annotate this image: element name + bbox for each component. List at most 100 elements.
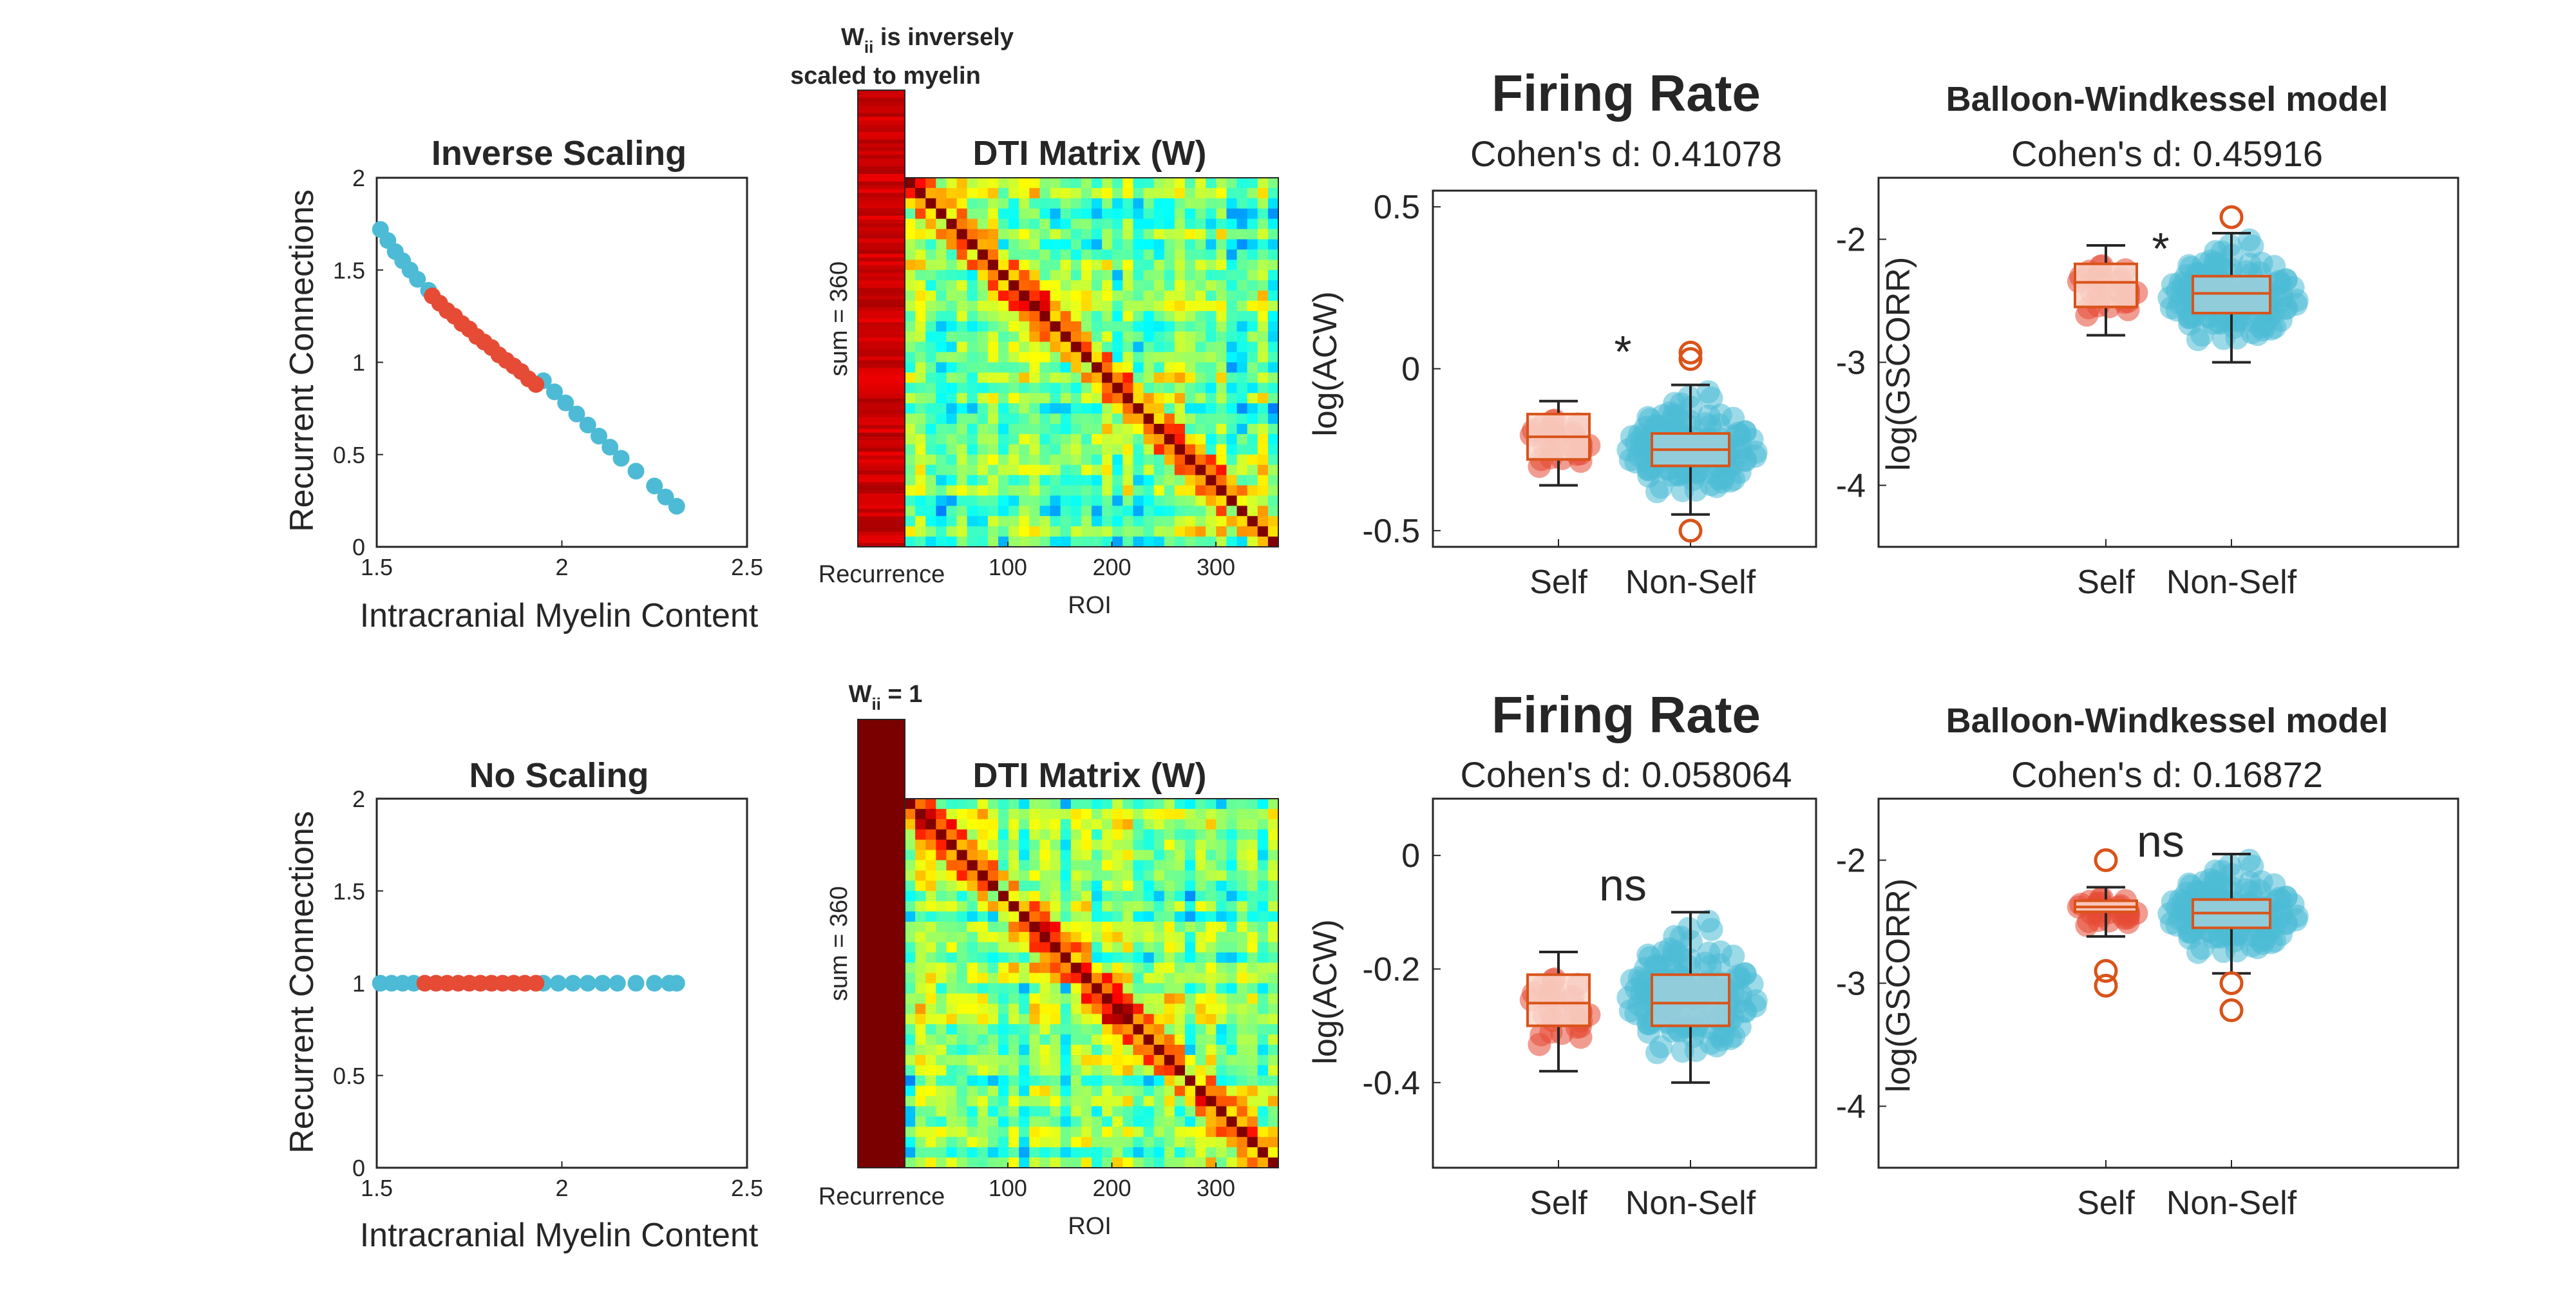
heatmap-cell xyxy=(1019,1034,1030,1045)
heatmap-cell xyxy=(1070,860,1082,871)
heatmap-cell xyxy=(1257,993,1269,1004)
heatmap-cell xyxy=(925,270,936,281)
heatmap-cell xyxy=(1112,1106,1123,1118)
heatmap-cell xyxy=(1050,860,1061,871)
heatmap-cell xyxy=(1247,433,1258,445)
recurrence-cell xyxy=(858,505,905,509)
heatmap-cell xyxy=(1050,922,1061,933)
heatmap-cell xyxy=(1174,372,1186,383)
heatmap-cell xyxy=(936,280,947,291)
heatmap-cell xyxy=(1185,860,1196,871)
heatmap-cell xyxy=(1195,839,1206,851)
heatmap-cell xyxy=(1060,870,1072,881)
heatmap-cell xyxy=(925,249,936,260)
heatmap-cell xyxy=(1267,1024,1278,1035)
heatmap-cell xyxy=(915,1085,926,1097)
heatmap-cell xyxy=(977,208,989,220)
heatmap-cell xyxy=(1236,454,1248,466)
heatmap-cell xyxy=(1112,280,1123,291)
heatmap-cell xyxy=(1267,1075,1278,1087)
heatmap-cell xyxy=(1257,1085,1269,1097)
heatmap-cell xyxy=(987,839,999,851)
heatmap-cell xyxy=(1133,229,1144,240)
heatmap-cell xyxy=(1009,475,1019,486)
heatmap-cell xyxy=(925,911,936,922)
heatmap-cell xyxy=(1185,799,1196,810)
heatmap-cell xyxy=(1081,352,1092,363)
heatmap-cell xyxy=(987,1085,999,1097)
heatmap-cell xyxy=(905,860,916,871)
heatmap-cell xyxy=(1060,198,1072,209)
heatmap-cell xyxy=(1009,433,1019,445)
heatmap-cell xyxy=(1060,1116,1072,1127)
heatmap-cell xyxy=(1226,178,1238,189)
firing-ylabel: log(ACW) xyxy=(1307,291,1344,436)
heatmap-cell xyxy=(1133,952,1144,964)
recurrence-cell xyxy=(858,543,905,547)
heatmap-cell xyxy=(915,1045,926,1056)
heatmap-cell xyxy=(956,424,968,435)
heatmap-cell xyxy=(1174,922,1186,933)
y-tick-label: -0.4 xyxy=(1362,1065,1420,1102)
heatmap-cell xyxy=(1050,475,1061,486)
heatmap-cell xyxy=(1195,433,1206,445)
heatmap-cell xyxy=(1060,1096,1072,1107)
heatmap-cell xyxy=(1174,331,1186,343)
heatmap-cell xyxy=(1112,1147,1123,1158)
heatmap-cell xyxy=(1174,433,1186,445)
heatmap-cell xyxy=(1206,962,1217,974)
heatmap-cell xyxy=(1019,187,1030,199)
heatmap-cell xyxy=(1070,229,1082,240)
heatmap-cell xyxy=(1206,239,1217,251)
heatmap-cell xyxy=(1143,1024,1155,1035)
heatmap-cell xyxy=(915,819,926,830)
heatmap-cell xyxy=(1143,403,1155,414)
heatmap-cell xyxy=(905,808,916,820)
scatter-point xyxy=(609,975,626,992)
heatmap-cell xyxy=(1133,1045,1144,1056)
heatmap-cell xyxy=(1257,1157,1269,1168)
heatmap-cell xyxy=(987,901,999,912)
heatmap-cell xyxy=(1153,372,1165,383)
heatmap-cell xyxy=(1081,880,1092,891)
heatmap-cell xyxy=(987,270,999,281)
heatmap-cell xyxy=(1153,1034,1165,1045)
heatmap-cell xyxy=(1226,516,1238,527)
heatmap-cell xyxy=(956,1065,968,1076)
heatmap-cell xyxy=(1122,993,1134,1004)
heatmap-cell xyxy=(905,901,916,912)
heatmap-cell xyxy=(1153,993,1165,1004)
recurrence-cell xyxy=(858,303,905,308)
heatmap-cell xyxy=(977,1096,989,1107)
heatmap-cell xyxy=(967,1106,978,1118)
heatmap-cell xyxy=(1060,1065,1072,1076)
heatmap-cell xyxy=(1267,270,1278,281)
heatmap-cell xyxy=(1247,819,1258,830)
heatmap-cell xyxy=(1143,260,1155,271)
heatmap-cell xyxy=(1164,1065,1175,1076)
heatmap-cell xyxy=(1143,393,1155,404)
heatmap-cell xyxy=(915,1137,926,1148)
heatmap-cell xyxy=(1060,1034,1072,1045)
heatmap-cell xyxy=(987,301,999,312)
heatmap-cell xyxy=(1081,931,1092,943)
heatmap-cell xyxy=(1070,819,1082,830)
heatmap-cell xyxy=(1236,952,1248,964)
heatmap-cell xyxy=(1092,1116,1103,1127)
dti-heatmap xyxy=(905,178,1278,547)
heatmap-cell xyxy=(977,952,989,964)
heatmap-cell xyxy=(1081,372,1092,383)
heatmap-cell xyxy=(1092,942,1103,953)
heatmap-cell xyxy=(1195,1045,1206,1056)
heatmap-cell xyxy=(998,1106,1009,1118)
outlier xyxy=(2094,958,2118,983)
recurrence-cell xyxy=(858,348,905,354)
heatmap-cell xyxy=(1143,860,1155,871)
heatmap-cell xyxy=(1060,931,1072,943)
heatmap-cell xyxy=(956,1137,968,1148)
heatmap-cell xyxy=(1153,249,1165,260)
heatmap-cell xyxy=(1236,1116,1248,1127)
heatmap-cell xyxy=(915,1075,926,1087)
heatmap-cell xyxy=(1257,178,1269,189)
heatmap-cell xyxy=(1050,537,1061,547)
